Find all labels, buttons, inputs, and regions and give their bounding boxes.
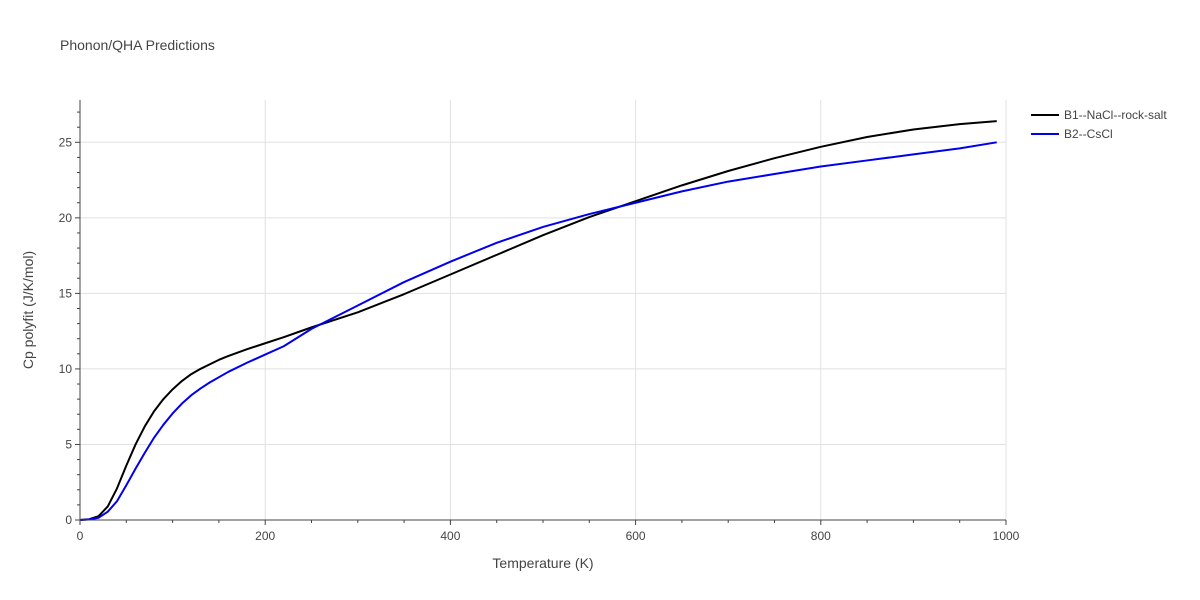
y-axis-label: Cp polyfit (J/K/mol) — [20, 251, 36, 369]
axes: 0 200 400 600 800 1000 0 5 10 15 20 25 — [59, 100, 1020, 543]
series-line-1 — [79, 141, 997, 521]
x-axis-label: Temperature (K) — [492, 555, 593, 571]
legend[interactable]: B1--NaCl--rock-salt B2--CsCl — [1031, 108, 1167, 141]
plot-area — [79, 120, 997, 521]
y-tick-label: 5 — [65, 437, 72, 451]
legend-item-0[interactable]: B1--NaCl--rock-salt — [1031, 108, 1167, 122]
x-tick-label: 200 — [255, 529, 275, 543]
x-tick-label: 800 — [811, 529, 831, 543]
y-tick-label: 0 — [65, 513, 72, 527]
series-line-0 — [79, 120, 997, 521]
legend-label: B2--CsCl — [1064, 127, 1113, 141]
y-tick-label: 20 — [59, 211, 73, 225]
x-tick-label: 400 — [440, 529, 460, 543]
y-tick-label: 25 — [59, 135, 73, 149]
legend-label: B1--NaCl--rock-salt — [1064, 108, 1167, 122]
chart-title: Phonon/QHA Predictions — [60, 37, 215, 53]
x-tick-label: 0 — [77, 529, 84, 543]
legend-item-1[interactable]: B2--CsCl — [1031, 127, 1113, 141]
y-tick-label: 15 — [59, 286, 73, 300]
x-tick-label: 600 — [626, 529, 646, 543]
y-tick-label: 10 — [59, 362, 73, 376]
grid — [80, 100, 1007, 520]
x-tick-label: 1000 — [993, 529, 1020, 543]
